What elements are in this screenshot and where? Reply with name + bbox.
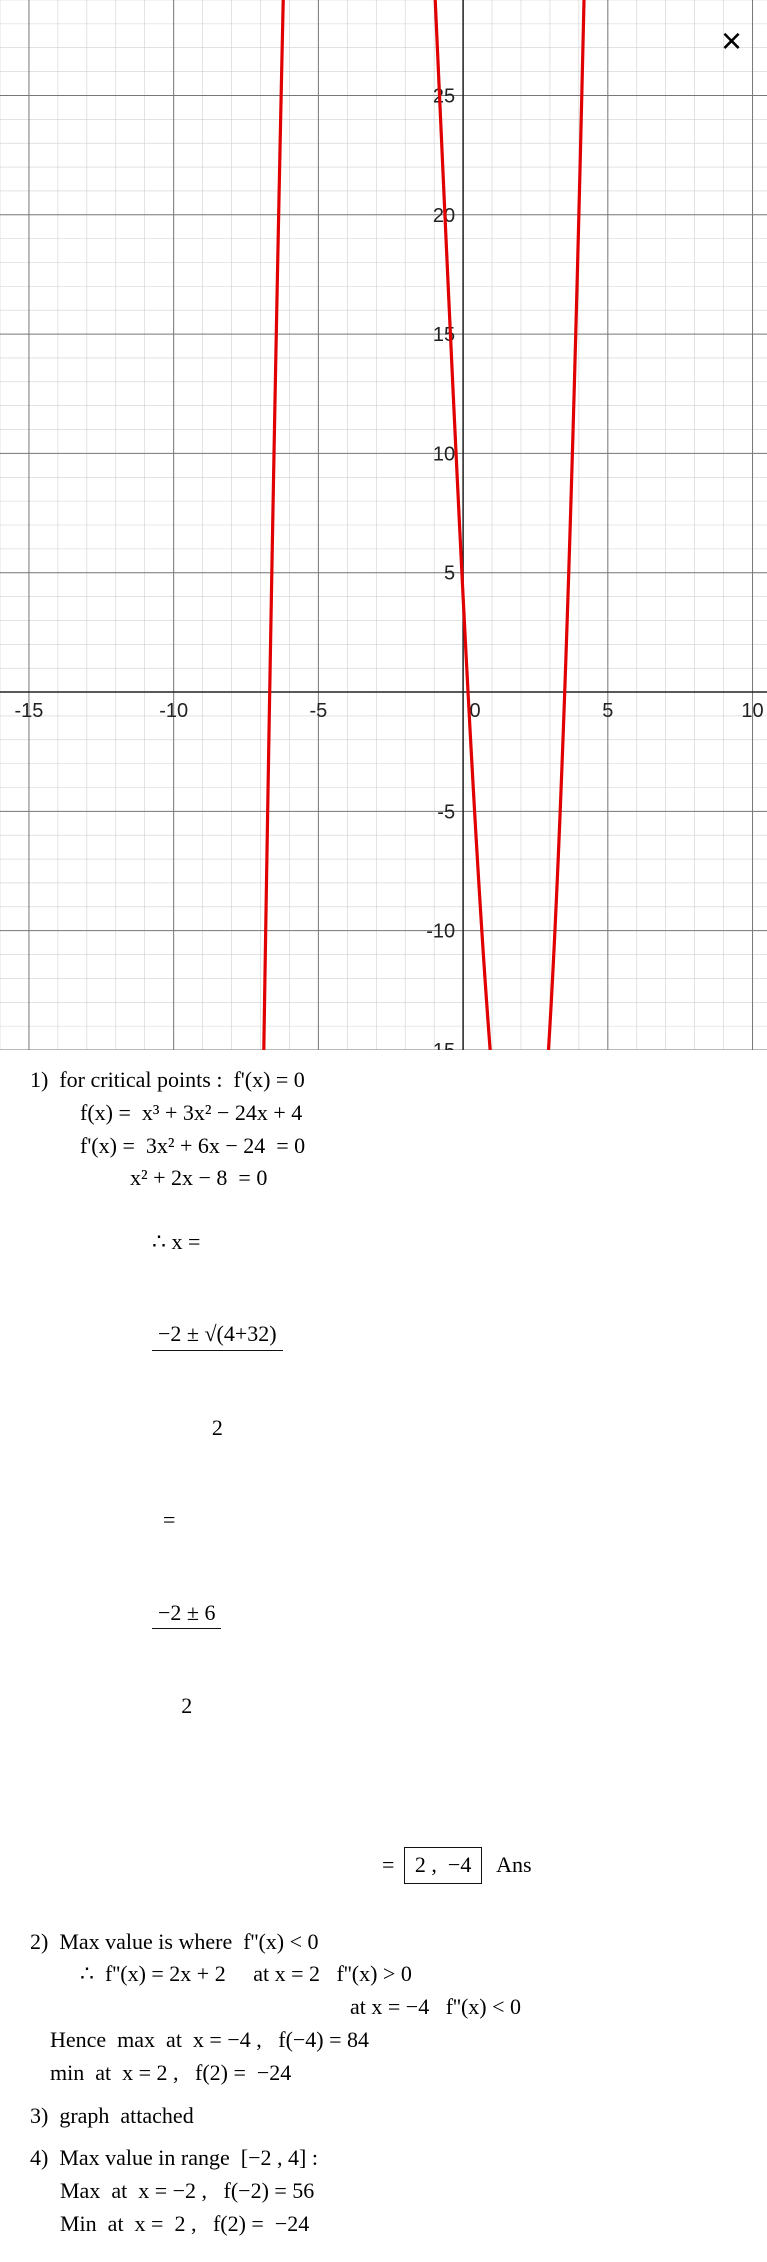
svg-text:10: 10 [741, 700, 763, 722]
p3-heading: 3) graph attached [30, 2101, 742, 2132]
p4-l1: Max at x = −2 , f(−2) = 56 [30, 2176, 742, 2207]
svg-text:5: 5 [444, 563, 455, 585]
frac2-num: −2 ± 6 [152, 1598, 221, 1630]
frac1-num: −2 ± √(4+32) [152, 1319, 283, 1351]
equals-1: = [152, 1507, 186, 1532]
handwritten-solution: 1) for critical points : f'(x) = 0 f(x) … [0, 1050, 767, 2262]
fraction-2: −2 ± 6 2 [152, 1536, 221, 1783]
p2-l3: Hence max at x = −4 , f(−4) = 84 [30, 2025, 742, 2056]
frac1-den: 2 [152, 1413, 283, 1444]
chart-container: -15-10-50510252015105-5-10-15 × [0, 0, 767, 1050]
p1-quad: x² + 2x − 8 = 0 [30, 1163, 742, 1194]
svg-text:-15: -15 [426, 1040, 455, 1050]
p2-l1: ∴ f''(x) = 2x + 2 at x = 2 f''(x) > 0 [30, 1959, 742, 1990]
p4-l2: Min at x = 2 , f(2) = −24 [30, 2209, 742, 2240]
p2-l4: min at x = 2 , f(2) = −24 [30, 2058, 742, 2089]
p1-fprime: f'(x) = 3x² + 6x − 24 = 0 [30, 1131, 742, 1162]
svg-text:5: 5 [602, 700, 613, 722]
p1-heading: 1) for critical points : f'(x) = 0 [30, 1065, 742, 1096]
answer-box: 2 , −4 [404, 1847, 482, 1884]
p1-x-eq: ∴ x = [152, 1229, 206, 1254]
close-icon[interactable]: × [721, 20, 742, 62]
svg-text:-5: -5 [309, 700, 327, 722]
svg-text:10: 10 [433, 443, 455, 465]
frac2-den: 2 [152, 1691, 221, 1722]
svg-text:25: 25 [433, 85, 455, 107]
function-graph: -15-10-50510252015105-5-10-15 [0, 0, 767, 1050]
p1-solve: ∴ x = −2 ± √(4+32) 2 = −2 ± 6 2 [30, 1196, 742, 1814]
ans-label: Ans [486, 1852, 531, 1877]
p2-l2: at x = −4 f''(x) < 0 [30, 1992, 742, 2023]
p4-heading: 4) Max value in range [−2 , 4] : [30, 2143, 742, 2174]
p1-result: = 2 , −4 Ans [30, 1816, 742, 1914]
svg-text:-10: -10 [159, 700, 188, 722]
svg-text:0: 0 [470, 700, 481, 722]
svg-text:-10: -10 [426, 921, 455, 943]
p2-heading: 2) Max value is where f''(x) < 0 [30, 1927, 742, 1958]
p1-fx: f(x) = x³ + 3x² − 24x + 4 [30, 1098, 742, 1129]
svg-text:-5: -5 [437, 801, 455, 823]
fraction-1: −2 ± √(4+32) 2 [152, 1258, 283, 1505]
svg-text:-15: -15 [14, 700, 43, 722]
